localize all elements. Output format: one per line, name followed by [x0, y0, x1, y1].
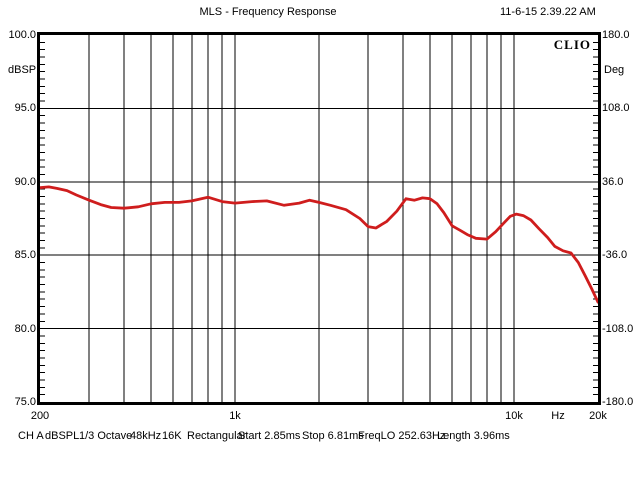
status-bar-item: Rectangular — [187, 430, 247, 442]
bottom-axis-unit-label: Hz — [551, 410, 565, 422]
bottom-axis-tick-label: 200 — [30, 410, 50, 422]
status-bar-item: dBSPL — [45, 430, 80, 442]
clio-logo: CLIO — [553, 37, 591, 52]
right-axis-tick-label: 108.0 — [602, 102, 630, 115]
status-bar-item: CH A — [18, 430, 44, 442]
left-axis-tick-label: 90.0 — [14, 175, 36, 188]
frequency-response-curve — [40, 185, 598, 304]
timestamp: 11-6-15 2.39.22 AM — [500, 6, 596, 18]
status-bar-item: Length 3.96ms — [437, 430, 510, 442]
right-axis-tick-label: -180.0 — [602, 396, 634, 408]
left-axis-tick-label: 85.0 — [14, 249, 36, 262]
bottom-axis-tick-label: 1k — [229, 410, 241, 422]
left-axis-tick-label: 75.0 — [14, 396, 36, 408]
left-axis-tick-label: 80.0 — [14, 322, 36, 335]
plot-area: CLIO — [37, 32, 601, 405]
status-bar-item: 48kHz — [130, 430, 162, 442]
bottom-axis-tick-label: 10k — [505, 410, 523, 422]
status-bar-item: Stop 6.81ms — [302, 430, 364, 442]
status-bar-item: FreqLO 252.63Hz — [358, 430, 446, 442]
status-bar-item: 16K — [162, 430, 182, 442]
right-axis-tick-label: -108.0 — [602, 322, 634, 335]
right-axis-unit-label: Deg — [604, 64, 625, 76]
left-axis-unit-label: dBSPL — [8, 64, 43, 76]
bottom-axis-tick-label: 20k — [589, 410, 607, 422]
right-axis-tick-label: 180.0 — [602, 29, 630, 41]
chart-title: MLS - Frequency Response — [199, 6, 337, 18]
left-axis-tick-label: 95.0 — [14, 102, 36, 115]
left-axis-tick-label: 100.0 — [8, 29, 36, 41]
status-bar-item: Start 2.85ms — [238, 430, 301, 442]
right-axis-tick-label: 36.0 — [602, 175, 624, 188]
grid-and-curve-canvas — [40, 35, 598, 402]
right-axis-tick-label: -36.0 — [602, 249, 628, 262]
status-bar-item: 1/3 Octave — [79, 430, 133, 442]
